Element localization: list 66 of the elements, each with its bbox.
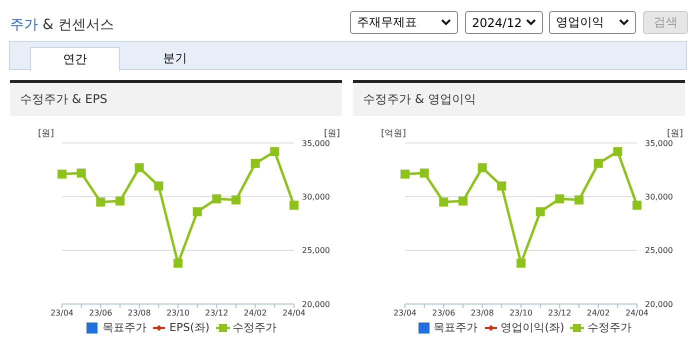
text: 주가 & 컨센서스 (10, 17, 114, 33)
point (497, 181, 506, 190)
point (439, 198, 448, 207)
chart-title: 수정주가 & 영업이익 (353, 83, 685, 116)
search-button: 검색 (643, 11, 688, 34)
dropdown-field: 주재무제표 (350, 11, 458, 34)
point (290, 200, 298, 210)
point (632, 200, 642, 210)
y2-axis-title: [원] (324, 128, 340, 140)
point (96, 198, 106, 207)
point (594, 158, 603, 168)
x-tick-label: 23/08 (128, 308, 151, 318)
x-tick-label: 23/12 (548, 308, 572, 318)
chart-title: 수정주가 & EPS (10, 83, 342, 116)
point (192, 207, 202, 216)
point (536, 207, 545, 216)
legend-label: 수정주가 (232, 320, 277, 335)
y2-tick-label: 20,000 (645, 300, 673, 309)
y2-tick-label: 35,000 (302, 138, 330, 148)
legend-label: 목표주가 (101, 320, 146, 335)
y2-tick-label: 25,000 (302, 246, 330, 256)
point (420, 168, 429, 178)
point (76, 168, 86, 178)
x-tick-label: 23/08 (470, 308, 494, 318)
point (174, 258, 182, 268)
tab-bar: 연간 분기 (9, 41, 687, 70)
legend-label: 목표주가 (432, 320, 478, 335)
x-tick-label: 23/04 (50, 308, 74, 318)
dropdown-field: 영업이익 (549, 11, 636, 34)
point (400, 170, 410, 179)
y2-tick-label: 20,000 (302, 300, 330, 309)
point (134, 163, 144, 172)
dropdown-field: 2024/12 (465, 11, 543, 34)
x-tick-label: 23/04 (393, 308, 417, 318)
y2-tick-label: 30,000 (302, 192, 330, 202)
y2-axis-title: [원] (667, 128, 684, 140)
point (58, 170, 66, 179)
y2-tick-label: 35,000 (645, 138, 673, 148)
point (516, 258, 526, 268)
x-tick-label: 23/06 (89, 308, 112, 318)
x-tick-label: 23/12 (205, 308, 228, 318)
y2-tick-label: 25,000 (645, 246, 673, 256)
x-tick-label: 23/10 (166, 308, 190, 318)
legend-label: EPS(좌) (168, 320, 210, 335)
point (250, 158, 260, 168)
point (555, 194, 564, 204)
y-axis-title: [억원] (381, 128, 406, 140)
x-tick-label: 24/04 (625, 308, 649, 318)
legend-label: 수정주가 (586, 320, 632, 335)
legend-label: 영업이익(좌) (500, 320, 564, 335)
y2-tick-label: 30,000 (645, 192, 673, 202)
point (613, 147, 622, 156)
y-axis-title: [원] (38, 128, 54, 140)
x-tick-label: 24/02 (586, 308, 610, 318)
x-tick-label: 24/02 (244, 308, 267, 318)
point (154, 181, 164, 190)
point (116, 196, 124, 206)
point (478, 163, 487, 172)
point (574, 195, 584, 204)
point (270, 147, 280, 156)
point (232, 195, 240, 204)
point (458, 196, 468, 206)
x-tick-label: 23/10 (509, 308, 533, 318)
point (212, 194, 222, 204)
x-tick-label: 24/04 (282, 308, 306, 318)
x-tick-label: 23/06 (432, 308, 456, 318)
